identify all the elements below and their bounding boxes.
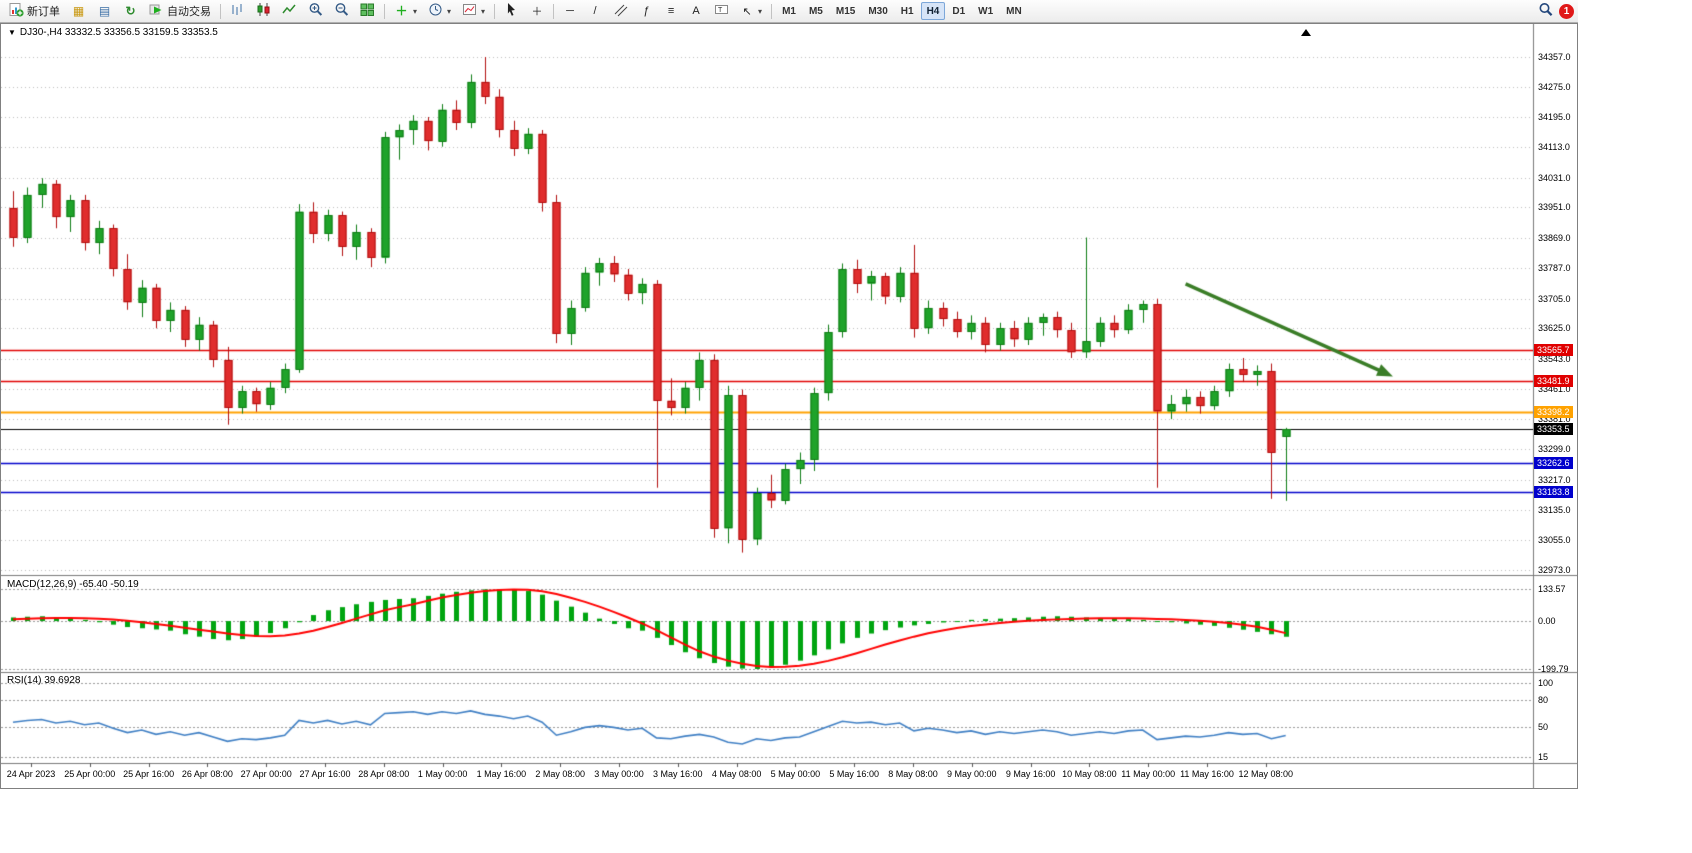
shapes-button[interactable]: ≡ <box>659 2 683 21</box>
zoom-in-icon <box>308 2 323 21</box>
toolbar-separator <box>384 3 385 19</box>
zoom-out-button[interactable] <box>329 2 354 21</box>
tile-windows-icon <box>360 2 375 21</box>
templates-icon <box>462 2 477 21</box>
zoom-out-icon <box>334 2 349 21</box>
toolbar-separator <box>771 3 773 19</box>
auto-trading-label: 自动交易 <box>167 6 211 18</box>
new-order-icon <box>9 2 24 21</box>
navigator-icon: ↻ <box>125 4 136 18</box>
crosshair-icon: ＋ <box>531 6 543 18</box>
new-order-button[interactable]: 新订单 <box>4 2 65 21</box>
bar-chart-icon <box>230 2 245 21</box>
line-chart-button[interactable] <box>277 2 302 21</box>
toolbar-separator <box>553 3 555 19</box>
toolbar-separator <box>494 3 496 19</box>
timeframe-d1[interactable]: D1 <box>952 5 966 17</box>
timeframe-w1[interactable]: W1 <box>978 5 994 17</box>
new-order-label: 新订单 <box>27 6 60 18</box>
text-label-button[interactable]: T <box>709 2 734 21</box>
text-button[interactable]: A <box>684 2 708 21</box>
svg-text:T: T <box>718 7 723 14</box>
toolbar: 新订单 ▦ ▤ ↻ 自动交易 <box>0 0 1578 23</box>
cursor-button[interactable] <box>499 2 524 21</box>
timeframe-m5[interactable]: M5 <box>808 5 823 17</box>
data-window-button[interactable]: ▤ <box>92 2 117 21</box>
horizontal-line-button[interactable]: ─ <box>558 2 582 21</box>
indicators-caret-icon: ▾ <box>413 6 418 16</box>
text-icon: A <box>692 5 700 17</box>
timeframe-group: M1 M5 M15 M30 H1 H4 D1 W1 MN <box>776 2 1028 20</box>
indicators-button[interactable]: ＋ ▾ <box>389 2 422 21</box>
templates-caret-icon: ▾ <box>481 6 486 16</box>
fibonacci-icon: ƒ <box>642 5 650 17</box>
line-chart-icon <box>282 2 297 21</box>
trendline-icon: / <box>593 5 597 17</box>
arrows-caret-icon: ▾ <box>758 6 763 16</box>
candlestick-chart-button[interactable] <box>251 2 276 21</box>
zoom-in-button[interactable] <box>303 2 328 21</box>
navigator-button[interactable]: ↻ <box>118 2 143 21</box>
arrows-button[interactable]: ↖ ▾ <box>735 2 767 21</box>
mt4-window: 新订单 ▦ ▤ ↻ 自动交易 <box>0 0 1578 789</box>
auto-trading-button[interactable]: 自动交易 <box>144 2 216 21</box>
timeframe-h1[interactable]: H1 <box>900 5 914 17</box>
indicators-icon: ＋ <box>395 4 408 18</box>
market-watch-icon: ▦ <box>72 4 85 18</box>
channel-button[interactable] <box>608 2 633 21</box>
cursor-icon <box>504 2 519 21</box>
crosshair-button[interactable]: ＋ <box>525 2 549 21</box>
timeframe-m1[interactable]: M1 <box>782 5 796 17</box>
periods-clock-icon <box>428 2 443 21</box>
market-watch-button[interactable]: ▦ <box>66 2 91 21</box>
search-icon <box>1538 2 1553 21</box>
timeframe-h4[interactable]: H4 <box>920 2 946 20</box>
trendline-button[interactable]: / <box>583 2 607 21</box>
timeframe-m30[interactable]: M30 <box>868 5 888 17</box>
fibonacci-button[interactable]: ƒ <box>634 2 658 21</box>
tile-windows-button[interactable] <box>355 2 380 21</box>
horizontal-line-icon: ─ <box>566 5 574 17</box>
templates-button[interactable]: ▾ <box>457 2 490 21</box>
search-button[interactable] <box>1533 2 1558 21</box>
shapes-icon: ≡ <box>667 5 675 17</box>
auto-trading-icon <box>149 2 164 21</box>
chart-window: ▼ DJ30-,H4 33332.5 33356.5 33159.5 33353… <box>0 23 1578 789</box>
timeframe-mn[interactable]: MN <box>1006 5 1022 17</box>
periods-button[interactable]: ▾ <box>423 2 456 21</box>
channel-icon <box>613 2 628 21</box>
candlestick-chart-icon <box>256 2 271 21</box>
chart-canvas[interactable] <box>1 24 1577 788</box>
data-window-icon: ▤ <box>98 4 111 18</box>
bar-chart-button[interactable] <box>225 2 250 21</box>
arrows-icon: ↖ <box>742 5 752 18</box>
notification-badge[interactable]: 1 <box>1559 3 1574 19</box>
timeframe-m15[interactable]: M15 <box>835 5 856 17</box>
periods-caret-icon: ▾ <box>447 6 452 16</box>
toolbar-separator <box>220 3 221 19</box>
text-label-icon: T <box>714 2 729 21</box>
